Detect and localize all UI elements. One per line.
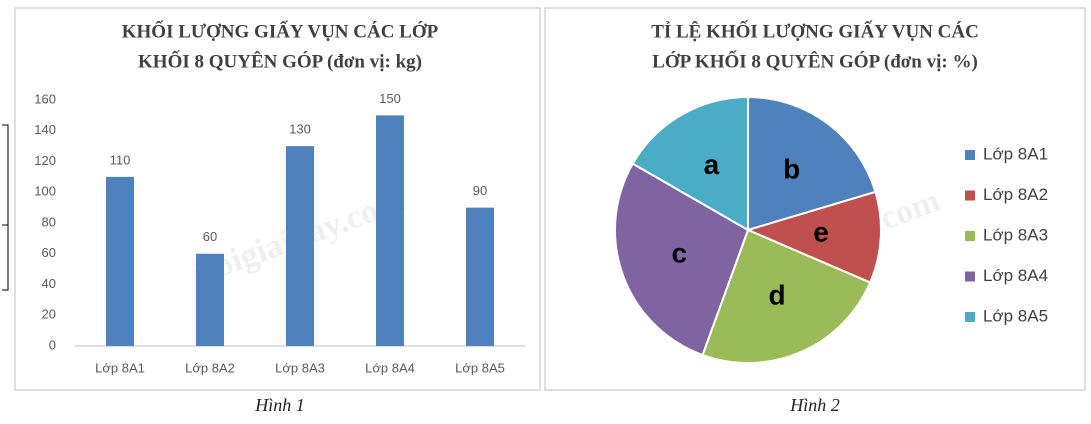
legend-label: Lớp 8A1	[983, 144, 1048, 163]
x-tick-label: Lớp 8A3	[275, 360, 325, 375]
x-tick-label: Lớp 8A1	[95, 360, 145, 375]
slice-label: a	[704, 149, 720, 180]
chart-title: KHỐI 8 QUYÊN GÓP (đơn vị: kg)	[138, 50, 422, 72]
y-tick-label: 100	[34, 184, 56, 199]
pie-slice	[747, 95, 877, 232]
slice-label: c	[671, 237, 687, 268]
y-tick-label: 120	[34, 153, 56, 168]
x-tick-label: Lớp 8A4	[365, 360, 415, 375]
bracket	[2, 124, 9, 291]
y-tick-label: 60	[42, 245, 56, 260]
data-label: 60	[203, 229, 217, 244]
legend-swatch	[965, 190, 975, 201]
panel-frame	[14, 7, 541, 391]
bar	[376, 115, 404, 346]
caption: Hình 2	[789, 395, 840, 415]
panel-frame	[544, 7, 1086, 391]
y-tick-label: 40	[42, 276, 56, 291]
bar	[286, 146, 314, 346]
slice-label: b	[783, 154, 800, 185]
data-label: 110	[110, 152, 131, 167]
y-tick-label: 0	[49, 337, 56, 352]
legend-swatch	[965, 231, 975, 241]
legend-label: Lớp 8A4	[983, 266, 1048, 285]
chart-title: TỈ LỆ KHỐI LƯỢNG GIẤY VỤN CÁC	[651, 20, 979, 42]
legend-label: Lớp 8A5	[983, 306, 1048, 325]
y-tick-label: 20	[42, 307, 56, 322]
y-tick-label: 140	[34, 122, 56, 137]
pie-slice	[701, 228, 872, 364]
bar	[466, 207, 494, 346]
bar	[106, 176, 134, 346]
data-label: 150	[379, 91, 401, 106]
caption: Hình 1	[254, 395, 305, 415]
pie-slice	[745, 190, 882, 284]
legend-swatch	[965, 271, 975, 282]
slice-label: e	[813, 217, 829, 248]
y-tick-label: 160	[34, 91, 56, 106]
legend-label: Lớp 8A2	[983, 185, 1048, 204]
chart-title: KHỐI LƯỢNG GIẤY VỤN CÁC LỚP	[122, 20, 439, 42]
y-tick-label: 80	[42, 214, 56, 229]
x-tick-label: Lớp 8A5	[455, 360, 505, 375]
slice-label: d	[768, 280, 785, 311]
chart-title: LỚP KHỐI 8 QUYÊN GÓP (đơn vị: %)	[652, 50, 978, 72]
legend-swatch	[965, 150, 975, 160]
legend-label: Lớp 8A3	[983, 225, 1048, 244]
pie-slice	[631, 95, 749, 232]
data-label: 130	[289, 122, 311, 137]
data-label: 90	[473, 183, 487, 198]
x-tick-label: Lớp 8A2	[185, 360, 235, 375]
bar	[196, 253, 224, 346]
legend-swatch	[965, 312, 975, 322]
